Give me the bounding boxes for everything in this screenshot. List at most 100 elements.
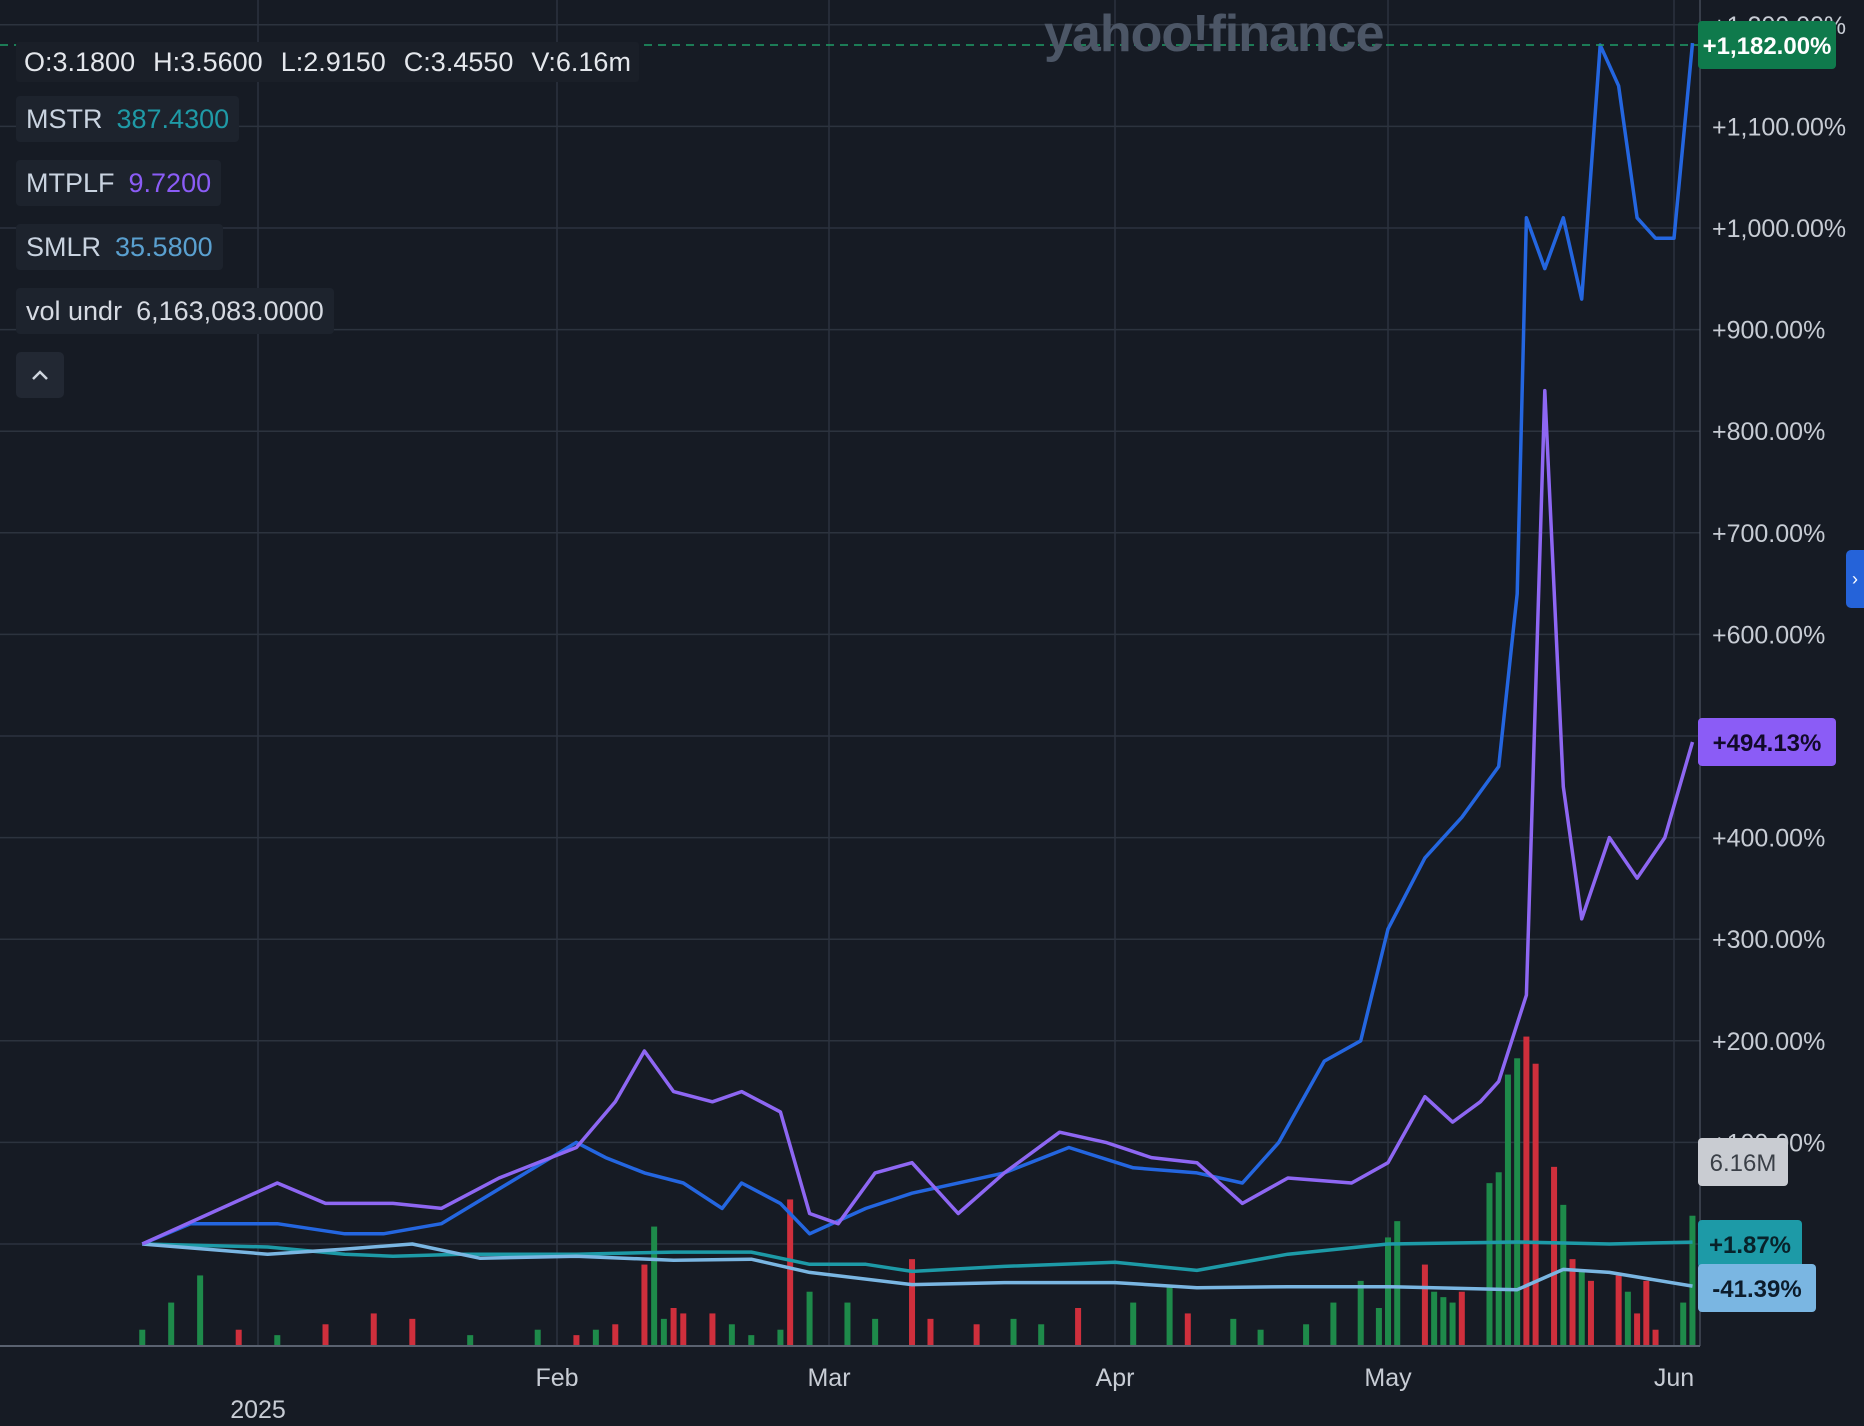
end-badges: +1.87% -41.39% +1,182.00% +494.13% 6.16M	[1698, 21, 1836, 1312]
expand-panel-handle[interactable]: ›	[1846, 550, 1864, 608]
end-badge-label: +1,182.00%	[1703, 33, 1832, 60]
volume-bar	[1587, 1280, 1594, 1346]
volume-bar	[651, 1226, 658, 1346]
volume-bar	[1624, 1291, 1631, 1346]
x-tick-label: Feb	[535, 1364, 578, 1392]
volume-bar	[1375, 1308, 1382, 1346]
volume-bar	[322, 1324, 329, 1346]
legend-item-mstr[interactable]: MSTR 387.4300	[16, 96, 240, 142]
volume-bar	[728, 1324, 735, 1346]
volume-bar	[806, 1291, 813, 1346]
volume-bar	[844, 1302, 851, 1346]
volume-bar	[787, 1199, 794, 1346]
volume-bar	[1504, 1074, 1511, 1346]
end-badge-box	[1698, 21, 1836, 69]
y-tick-label: +300.00%	[1712, 926, 1825, 954]
open-value: O:3.1800	[24, 46, 136, 77]
y-tick-label: +700.00%	[1712, 520, 1825, 548]
y-tick-label: +1,000.00%	[1712, 215, 1846, 243]
series-line-mtplf	[141, 388, 1695, 1246]
volume-bar	[777, 1329, 784, 1346]
close-value: C:3.4550	[403, 46, 514, 77]
volume-bar	[1038, 1324, 1045, 1346]
x-tick-label: May	[1364, 1364, 1412, 1392]
x-tick-label: Apr	[1096, 1364, 1135, 1392]
volume-bar	[670, 1308, 677, 1346]
volume-bar	[1689, 1215, 1696, 1346]
volume-bar	[641, 1264, 648, 1346]
volume-bar	[1394, 1221, 1401, 1346]
volume-bar	[1385, 1237, 1391, 1346]
volume-bar	[927, 1318, 934, 1346]
volume-bar	[1634, 1313, 1641, 1346]
volume-bar	[1532, 1063, 1539, 1346]
legend-item-mtplf[interactable]: MTPLF 9.7200	[16, 160, 222, 206]
volume-bars	[139, 1036, 1696, 1346]
volume-bar	[1184, 1313, 1191, 1346]
volume-bar	[573, 1335, 580, 1346]
volume-bar	[1495, 1172, 1502, 1346]
x-axis: 2025 Feb Mar Apr May Jun	[230, 1364, 1694, 1424]
y-tick-label: +900.00%	[1712, 317, 1825, 345]
y-tick-label: +600.00%	[1712, 621, 1825, 649]
end-badge-label: +1.87%	[1709, 1232, 1791, 1259]
series-line-smlr	[142, 1242, 1693, 1292]
volume-bar	[1449, 1302, 1456, 1346]
volume-bar	[467, 1335, 474, 1346]
legend-symbol: MTPLF	[26, 167, 115, 198]
collapse-legend-button[interactable]	[16, 352, 64, 398]
volume-bar	[680, 1313, 687, 1346]
volume-bar	[1010, 1318, 1017, 1346]
volume-bar	[1257, 1329, 1264, 1346]
low-value: L:2.9150	[280, 46, 386, 77]
volume-bar	[1166, 1286, 1173, 1346]
volume-bar	[1560, 1204, 1567, 1346]
y-tick-label: +1,100.00%	[1712, 113, 1846, 141]
legend-item-volume[interactable]: vol undr 6,163,083.0000	[16, 288, 334, 334]
volume-bar	[168, 1302, 175, 1346]
volume-bar	[660, 1318, 667, 1346]
volume-bar	[1330, 1302, 1337, 1346]
end-badge-box	[1698, 1264, 1816, 1312]
end-badge-box	[1698, 717, 1836, 766]
volume-bar	[973, 1324, 980, 1346]
series-line-mstr	[142, 1240, 1693, 1274]
chevron-right-icon: ›	[1852, 568, 1858, 589]
volume-bar	[1130, 1302, 1137, 1346]
y-tick-label: +200.00%	[1712, 1028, 1825, 1056]
volume-bar	[1615, 1275, 1622, 1346]
end-badge-label: -41.39%	[1712, 1276, 1801, 1303]
volume-bar	[1514, 1058, 1521, 1346]
y-axis: +1,200.00%+1,100.00%+1,000.00%+900.00%+8…	[1712, 12, 1846, 1158]
volume-bar	[1680, 1302, 1687, 1346]
series-lines	[141, 42, 1695, 1292]
legend-item-smlr[interactable]: SMLR 35.5800	[16, 224, 223, 270]
volume-bar	[1643, 1280, 1650, 1346]
legend-symbol: MSTR	[26, 103, 103, 134]
volume-bar	[235, 1329, 242, 1346]
y-tick-label: +400.00%	[1712, 825, 1825, 853]
chart-grid	[0, 0, 1700, 1346]
series-line-smlr-alt	[141, 42, 1695, 1246]
volume-bar	[1569, 1259, 1576, 1346]
end-badge-box	[1698, 1220, 1802, 1268]
volume-bar	[1652, 1329, 1659, 1346]
volume-bar	[1075, 1308, 1082, 1346]
end-badge-label: +494.13%	[1713, 730, 1822, 757]
x-tick-label: 2025	[230, 1396, 286, 1424]
legend-value: 35.5800	[115, 231, 213, 262]
volume-bar	[1357, 1280, 1364, 1346]
volume-bar	[709, 1313, 716, 1346]
volume-bar	[409, 1318, 416, 1346]
volume-bar	[872, 1318, 879, 1346]
legend-symbol: vol undr	[26, 295, 123, 326]
volume-bar	[1421, 1264, 1428, 1346]
ohlc-summary: O:3.1800 H:3.5600 L:2.9150 C:3.4550 V:6.…	[16, 42, 639, 82]
volume-bar	[197, 1275, 204, 1346]
legend-symbol: SMLR	[26, 231, 102, 262]
x-tick-label: Mar	[807, 1364, 850, 1392]
volume-bar	[1458, 1291, 1465, 1346]
legend-value: 6,163,083.0000	[136, 295, 324, 326]
legend-value: 387.4300	[116, 103, 230, 134]
